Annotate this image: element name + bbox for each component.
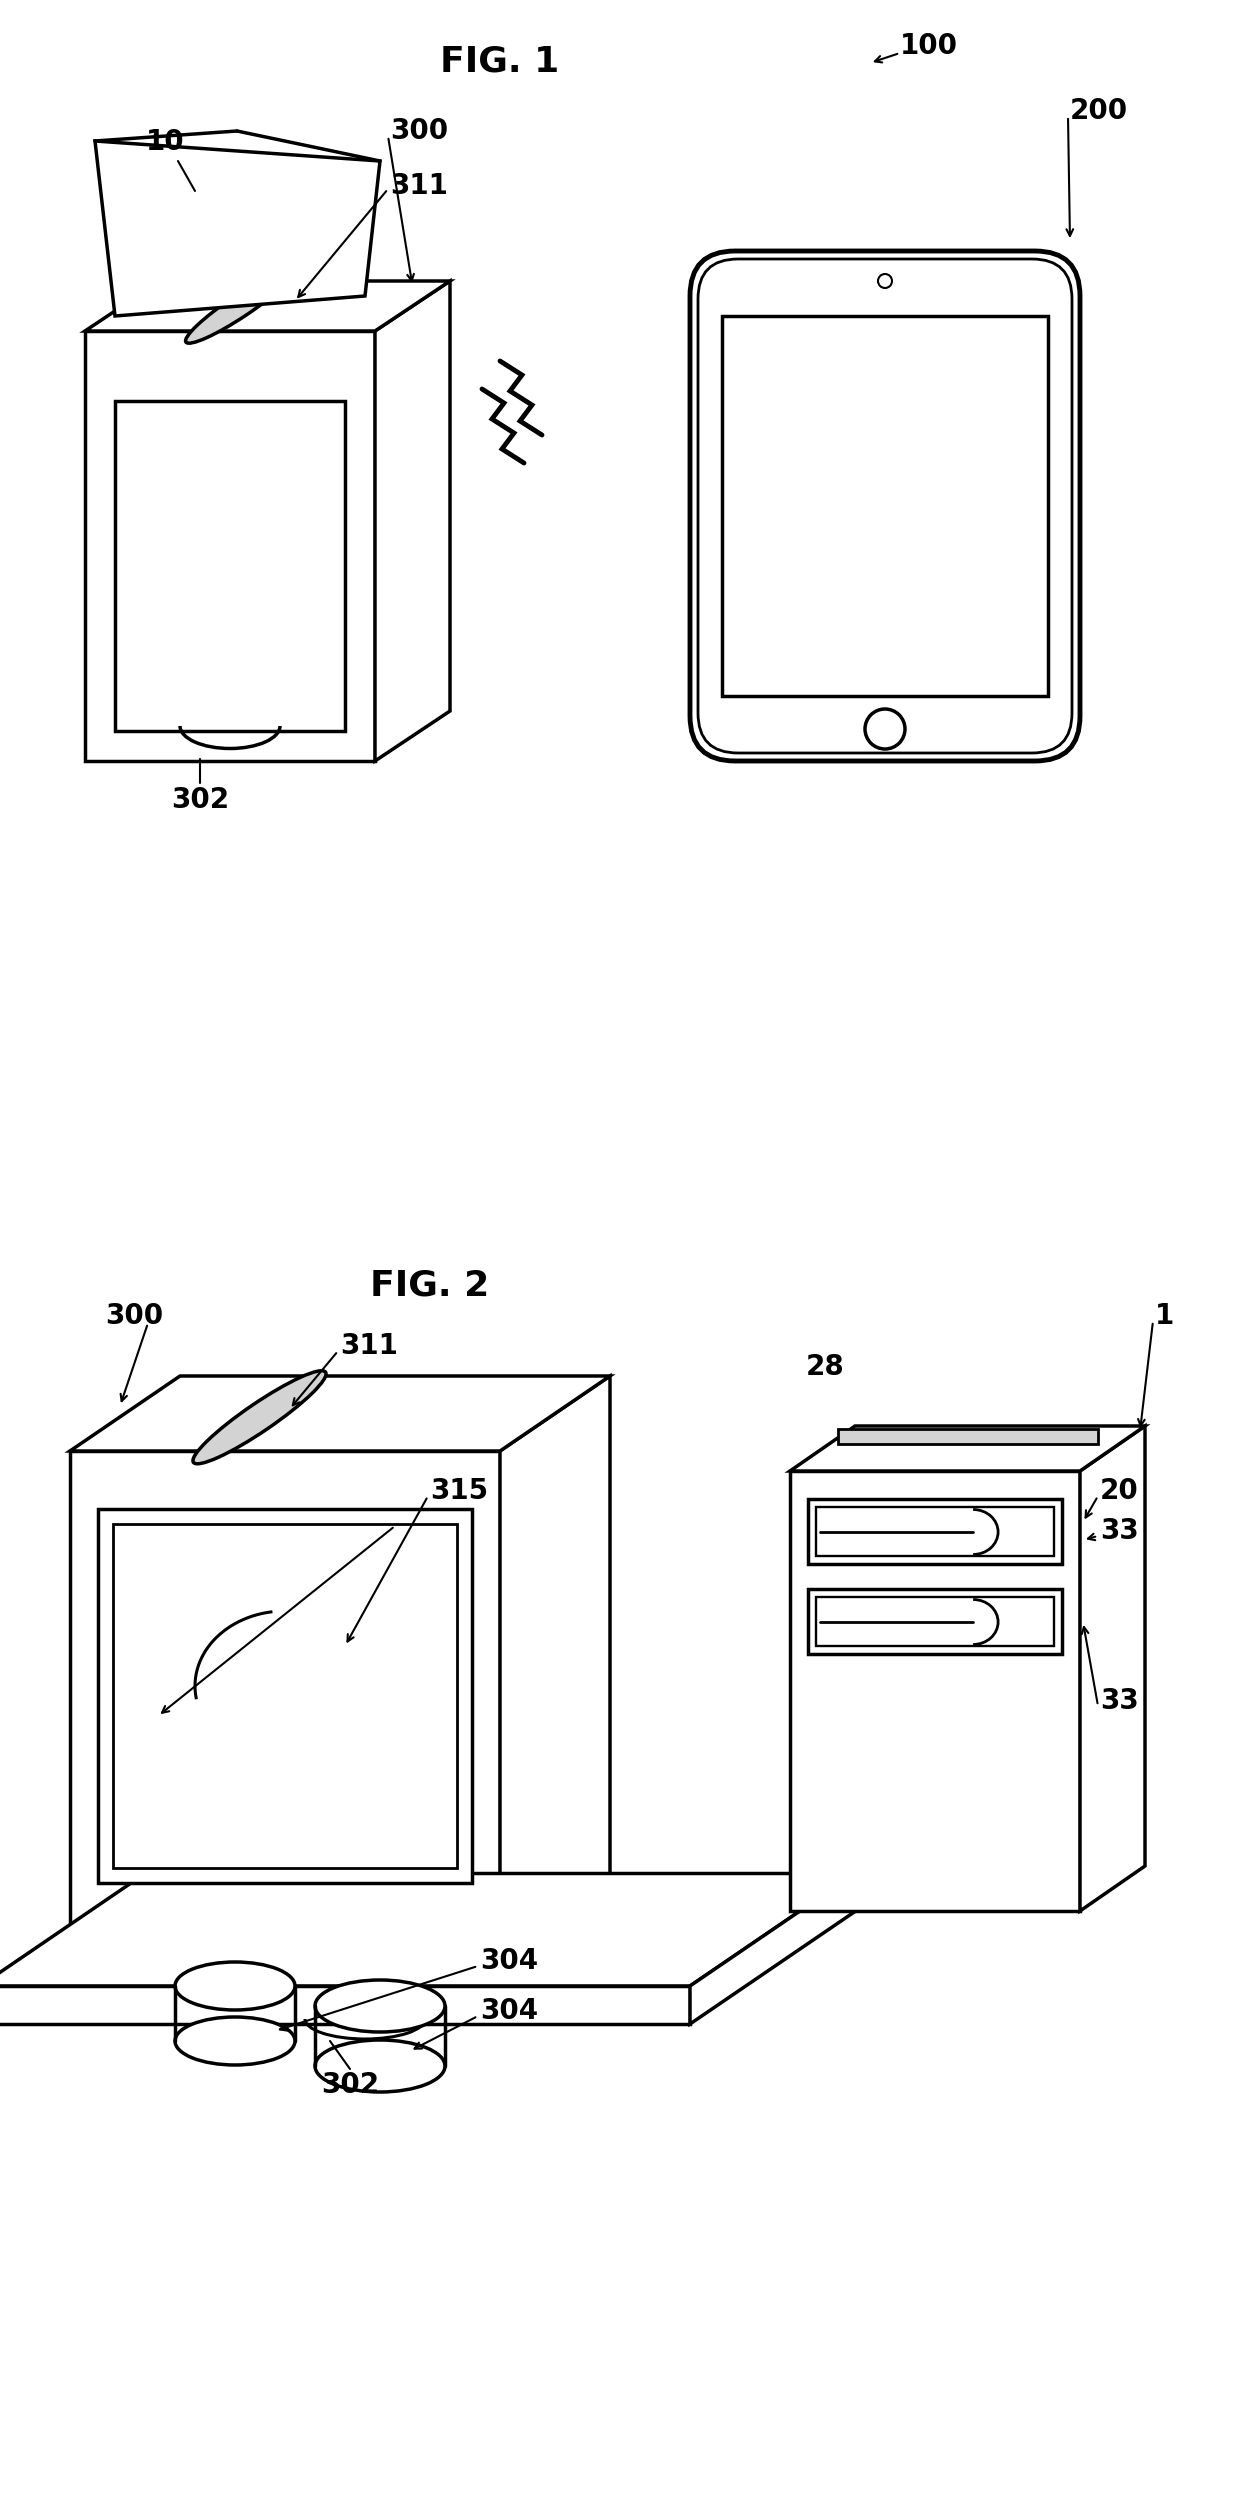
Polygon shape — [95, 140, 379, 315]
Polygon shape — [69, 1376, 610, 1451]
Text: 304: 304 — [480, 1996, 538, 2026]
Text: 315: 315 — [430, 1478, 489, 1506]
Text: 28: 28 — [806, 1353, 844, 1381]
Bar — [113, 1523, 458, 1868]
Bar — [115, 400, 345, 730]
Text: 200: 200 — [1070, 98, 1128, 125]
Text: FIG. 1: FIG. 1 — [440, 45, 559, 78]
Text: FIG. 2: FIG. 2 — [371, 1268, 490, 1303]
Text: 302: 302 — [171, 785, 229, 813]
Polygon shape — [0, 1986, 689, 2023]
Polygon shape — [837, 1428, 1097, 1443]
Text: 302: 302 — [321, 2071, 379, 2098]
Polygon shape — [790, 1426, 1145, 1471]
Bar — [722, 315, 1048, 695]
Text: 100: 100 — [900, 33, 959, 60]
Text: 304: 304 — [480, 1946, 538, 1976]
Text: 311: 311 — [391, 173, 448, 200]
Ellipse shape — [186, 268, 294, 343]
Polygon shape — [500, 1376, 610, 1961]
Ellipse shape — [193, 1371, 326, 1463]
Polygon shape — [374, 280, 450, 760]
Ellipse shape — [175, 2016, 295, 2066]
Polygon shape — [86, 280, 450, 330]
Bar — [86, 330, 374, 760]
Text: 300: 300 — [391, 118, 448, 145]
FancyBboxPatch shape — [689, 250, 1080, 760]
FancyBboxPatch shape — [698, 260, 1073, 753]
Ellipse shape — [315, 1981, 445, 2031]
Bar — [816, 1508, 1054, 1556]
Text: 300: 300 — [105, 1303, 164, 1331]
Ellipse shape — [315, 2041, 445, 2091]
Text: 33: 33 — [1100, 1688, 1138, 1716]
Bar — [98, 1508, 472, 1883]
Polygon shape — [689, 1873, 856, 2023]
Ellipse shape — [175, 1961, 295, 2011]
Bar — [808, 1498, 1061, 1563]
Text: 10: 10 — [145, 128, 185, 155]
Bar — [808, 1588, 1061, 1653]
Bar — [69, 1451, 500, 1961]
Polygon shape — [1080, 1426, 1145, 1911]
Text: 311: 311 — [340, 1333, 398, 1361]
Text: 1: 1 — [1154, 1303, 1174, 1331]
Bar — [790, 1471, 1080, 1911]
Bar — [816, 1598, 1054, 1646]
Polygon shape — [0, 1873, 856, 1986]
Circle shape — [866, 708, 905, 748]
Circle shape — [878, 275, 892, 288]
Text: 20: 20 — [1100, 1478, 1138, 1506]
Text: 33: 33 — [1100, 1518, 1138, 1546]
